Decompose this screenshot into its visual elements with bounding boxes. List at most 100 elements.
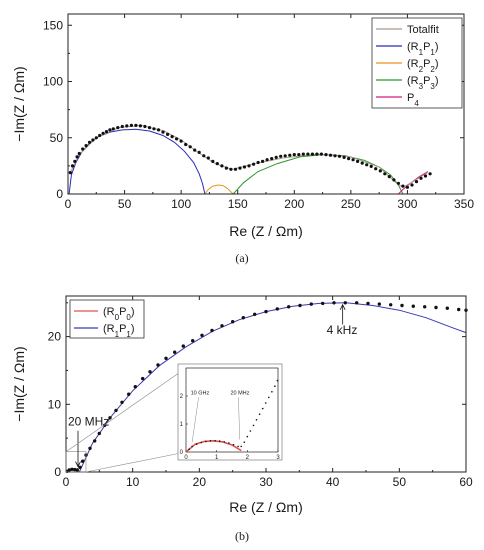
panel-a-x-tick-label: 350	[454, 197, 474, 211]
panel-b-x-tick-label: 40	[326, 475, 340, 489]
panel-a-data-point	[301, 152, 305, 156]
legend-label-part: 1	[430, 48, 435, 57]
legend-label-part: P	[407, 92, 414, 104]
panel-a-data-point	[423, 174, 428, 178]
panel-a-data-point	[220, 164, 224, 168]
panel-b-data-point	[181, 344, 185, 348]
panel-a-data-point	[401, 184, 405, 188]
legend-label-part: )	[131, 323, 135, 335]
panel-b-data-point	[156, 363, 160, 367]
panel-b-legend-box	[69, 299, 145, 339]
panel-b-y-tick-label: 0	[54, 465, 61, 479]
legend-label-part: fit	[430, 24, 439, 36]
legend-label-part: 0	[115, 313, 120, 322]
panel-a-data-point	[120, 124, 124, 129]
legend-label-part: (R	[407, 58, 419, 70]
panel-a-data-point	[261, 159, 265, 163]
panel-b-inset-y-tick-label: 0	[180, 450, 184, 456]
panel-a-data-point	[310, 152, 314, 156]
panel-a-data-point	[73, 159, 77, 163]
panel-b-data-point	[93, 439, 97, 443]
panel-a-data-point	[410, 183, 414, 187]
panel-a-data-point	[319, 152, 323, 156]
panel-a-axes: 0 50 100 150 200 250 300 350 0 50 100 150	[43, 13, 474, 211]
panel-b-data-point	[253, 312, 257, 316]
panel-b-inset-data-point	[188, 448, 190, 451]
panel-b-inset-x-tick-label: 1	[215, 455, 219, 461]
panel-a-data-point	[396, 181, 400, 185]
panel-b-arrowhead-4khz	[339, 303, 346, 310]
panel-a-legend-label: (R2P2)	[407, 58, 439, 74]
panel-b-inset-data-point	[268, 396, 270, 399]
legend-label-part: (R	[407, 75, 419, 87]
panel-b-inset-y-tick-label: 1	[180, 422, 184, 428]
panel-b-data-point	[200, 333, 204, 337]
panel-b-legend-label: (R0P0)	[103, 306, 135, 322]
panel-a-data-point	[161, 130, 165, 134]
panel-b-data-point	[75, 468, 80, 472]
panel-b-data-point	[210, 328, 214, 333]
panel-a-data-point	[75, 155, 79, 159]
panel-a-data-point	[170, 135, 174, 139]
panel-a-data-point	[215, 162, 219, 166]
panel-a-data-point	[238, 166, 242, 170]
panel-a-data-point	[315, 152, 319, 156]
panel-a-data-point	[414, 180, 419, 184]
panel-a-data-point	[374, 167, 378, 171]
panel-a-data-point	[283, 154, 287, 158]
panel-a-data-point	[87, 140, 92, 144]
panel-b-inset-data-point	[274, 385, 276, 388]
panel-b-y-tick-label: 10	[48, 397, 62, 411]
panel-a-fit-line	[232, 154, 404, 195]
panel-a-x-tick-label: 300	[397, 197, 417, 211]
panel-a-legend-label: P4	[407, 92, 419, 108]
panel-b-data-point	[389, 303, 393, 307]
panel-b-data-point	[70, 467, 74, 471]
panel-b-inset-data-point	[243, 441, 246, 444]
panel-b-data-point	[287, 305, 291, 309]
panel-b-inset-y-tick-label: 2	[180, 394, 184, 400]
panel-b-data-point	[434, 305, 438, 310]
panel-b-data-point	[220, 324, 224, 328]
legend-label-part: P	[119, 306, 126, 318]
panel-b-inset-connector	[85, 451, 187, 473]
panel-a-data-point	[292, 153, 296, 157]
panel-a-data-point	[224, 166, 228, 170]
panel-a-data-point	[84, 144, 88, 148]
panel-a-data-point	[156, 128, 161, 132]
panel-b-x-tick-label: 0	[63, 475, 70, 489]
panel-a-data-point	[125, 124, 129, 128]
panel-b-x-tick-label: 60	[459, 475, 473, 489]
panel-a-data-point	[197, 150, 201, 154]
panel-a-chart: 0 50 100 150 200 250 300 350 0 50 100 150 Totalfit (…	[11, 13, 474, 265]
panel-a-data-point	[98, 133, 102, 138]
panel-b-x-tick-label: 20	[193, 475, 207, 489]
panel-b-data-point	[67, 468, 72, 472]
panel-a-x-tick-label: 250	[341, 197, 361, 211]
panel-b-zoom-box	[65, 451, 87, 473]
panel-a-data-point	[378, 169, 382, 173]
panel-b-y-tick-label: 20	[48, 330, 62, 344]
panel-b-inset-data-point	[205, 440, 207, 443]
panel-b-data-point	[457, 307, 461, 312]
panel-a-data-point	[387, 175, 391, 179]
panel-a-data-point	[188, 145, 192, 149]
panel-a-data-point	[68, 171, 72, 175]
panel-a-data-point	[129, 123, 133, 127]
panel-a-y-axis-label: −Im(Z / Ωm)	[11, 66, 27, 141]
panel-b-data-point	[78, 465, 82, 469]
panel-b-inset-data-point	[218, 440, 221, 442]
panel-b-inset-fit-line	[185, 439, 242, 453]
panel-b-data-point	[164, 356, 168, 360]
legend-label-part: 3	[419, 82, 424, 91]
panel-b-data-point	[141, 376, 145, 381]
panel-b-data-point	[88, 446, 92, 450]
panel-a-data-point	[116, 126, 120, 130]
panel-b-data-point	[366, 301, 370, 306]
panel-a-data-point	[297, 153, 301, 157]
panel-a-data-point	[347, 157, 351, 161]
panel-a-data-point	[419, 176, 423, 180]
panel-b-data-point	[298, 303, 302, 308]
panel-b-annotation-4khz: 4 kHz	[327, 323, 358, 337]
